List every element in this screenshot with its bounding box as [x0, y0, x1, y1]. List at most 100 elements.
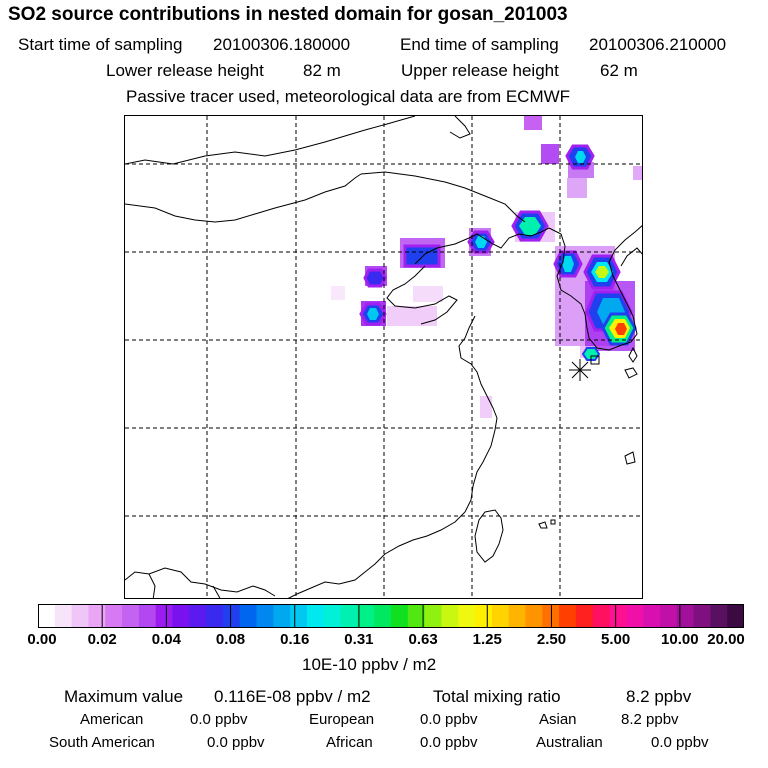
region-value: 0.0 ppbv: [651, 734, 709, 751]
colorbar-cell: [71, 604, 89, 628]
plume-patch: [387, 306, 437, 326]
coastline: [548, 225, 642, 351]
island-taiwan: [474, 509, 504, 563]
colorbar-tick-label: 0.00: [27, 631, 57, 648]
hotspot-marker: [475, 236, 487, 248]
colorbar-tick-label: 2.50: [536, 631, 567, 648]
colorbar-tick-label: 5.00: [601, 631, 631, 648]
max-value-label: Maximum value: [64, 687, 184, 706]
island: [550, 519, 556, 525]
coastline: [414, 227, 550, 265]
colorbar-cell: [575, 604, 594, 628]
total-mixing-label: Total mixing ratio: [433, 687, 561, 706]
colorbar-tick-label: 0.31: [344, 631, 374, 648]
start-time-value: 20100306.180000: [213, 35, 351, 54]
border-line: [360, 171, 526, 223]
coastline: [386, 265, 458, 325]
colorbar-cell: [609, 604, 627, 628]
end-time-value: 20100306.210000: [589, 35, 727, 54]
colorbar-tick-label: 20.00: [707, 631, 745, 648]
colorbar-cell: [88, 604, 106, 628]
colorbar-cell: [643, 604, 661, 628]
region-name: American: [80, 711, 144, 728]
colorbar-cell: [542, 604, 560, 628]
colorbar-cell: [710, 604, 728, 628]
hotspot-marker: [581, 347, 601, 361]
colorbar-cell: [407, 604, 426, 628]
colorbar-cell: [727, 604, 744, 628]
border-line: [212, 585, 221, 598]
colorbar-cell: [424, 604, 442, 628]
colorbar-cell: [659, 604, 678, 628]
receptor-star-icon: [569, 359, 591, 381]
end-time-label: End time of sampling: [400, 35, 559, 54]
colorbar-cell: [222, 604, 241, 628]
tracer-note: Passive tracer used, meteorological data…: [126, 87, 571, 106]
plume-patch: [524, 116, 542, 130]
region-name: South American: [49, 734, 155, 751]
lower-height-value: 82 m: [303, 61, 341, 80]
colorbar-cell: [626, 604, 644, 628]
colorbar-cell: [273, 604, 291, 628]
island: [628, 346, 638, 363]
colorbar-cell: [693, 604, 711, 628]
colorbar-cell: [290, 604, 308, 628]
graticule: [125, 116, 642, 598]
colorbar-tick-label: 0.04: [151, 631, 181, 648]
colorbar-cell: [105, 604, 123, 628]
colorbar-cell: [306, 604, 325, 628]
colorbar-tick-label: 0.63: [408, 631, 438, 648]
border-line: [125, 116, 416, 165]
colorbar-cell: [559, 604, 577, 628]
colorbar-cell: [122, 604, 140, 628]
upper-height-value: 62 m: [600, 61, 638, 80]
colorbar-cell: [138, 604, 157, 628]
colorbar-cell: [189, 604, 207, 628]
plume-patch: [480, 396, 492, 418]
colorbar-cell: [441, 604, 459, 628]
region-value: 0.0 ppbv: [420, 734, 478, 751]
colorbar: [38, 604, 744, 628]
plume-patch: [413, 286, 443, 302]
map-panel: [124, 115, 643, 599]
colorbar-cell: [155, 604, 173, 628]
region-name: European: [309, 711, 375, 728]
hotspot-marker: [595, 266, 609, 278]
island-jeju: [590, 355, 600, 365]
island: [538, 521, 548, 529]
colorbar-tick-label: 0.16: [280, 631, 310, 648]
colorbar-cell: [374, 604, 392, 628]
colorbar-cell: [54, 604, 73, 628]
map-svg: [125, 116, 642, 598]
lower-height-label: Lower release height: [106, 61, 264, 80]
coastline: [620, 247, 642, 267]
colorbar-cell: [340, 604, 358, 628]
colorbar-cell: [592, 604, 611, 628]
colorbar-cell: [357, 604, 375, 628]
colorbar-cell: [391, 604, 409, 628]
plume-patch: [567, 178, 587, 198]
colorbar-cell: [508, 604, 526, 628]
region-value: 0.0 ppbv: [207, 734, 265, 751]
hotspots: [359, 144, 637, 361]
colorbar-cell: [323, 604, 342, 628]
plume-patch: [331, 286, 345, 300]
region-name: Asian: [539, 711, 577, 728]
region-value: 8.2 ppbv: [621, 711, 679, 728]
colorbar-cell: [38, 604, 56, 628]
colorbar-tick-label: 0.02: [87, 631, 117, 648]
region-name: African: [326, 734, 373, 751]
max-value: 0.116E-08 ppbv / m2: [214, 687, 371, 706]
colorbar-tick-label: 0.08: [215, 631, 246, 648]
hotspot-marker: [562, 256, 574, 272]
hotspot-marker: [367, 308, 379, 320]
border-line: [148, 573, 156, 598]
region-value: 0.0 ppbv: [420, 711, 478, 728]
island: [624, 451, 636, 465]
hotspot-marker: [615, 323, 627, 335]
colorbar-cell: [206, 604, 224, 628]
plume-patch: [541, 144, 559, 164]
colorbar-unit: 10E-10 ppbv / m2: [302, 655, 437, 674]
colorbar-cell: [239, 604, 258, 628]
total-mixing-value: 8.2 ppbv: [626, 687, 692, 706]
